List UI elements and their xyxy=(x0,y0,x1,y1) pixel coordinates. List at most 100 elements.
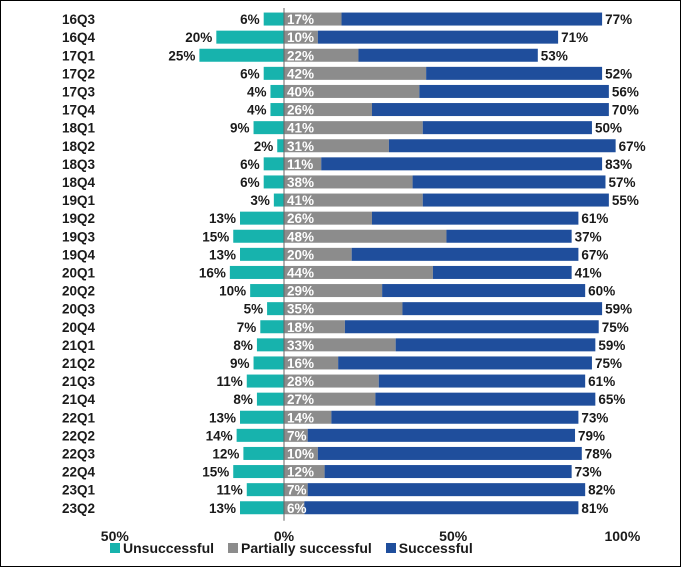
label-partially-successful-16q3: 17% xyxy=(287,12,314,27)
bar-partially-successful-17q2 xyxy=(284,66,427,80)
label-unsuccessful-16q4: 20% xyxy=(185,30,212,45)
label-partially-successful-19q2: 26% xyxy=(287,211,314,226)
bar-partially-successful-17q3 xyxy=(284,84,420,98)
label-unsuccessful-19q3: 15% xyxy=(202,229,229,244)
bar-successful-20q1 xyxy=(432,265,572,279)
bar-successful-18q4 xyxy=(412,175,606,189)
x-tick-label: 0% xyxy=(274,528,295,544)
bar-successful-20q4 xyxy=(344,320,599,334)
bar-unsuccessful-18q3 xyxy=(263,157,284,171)
bar-partially-successful-19q4 xyxy=(284,247,352,261)
category-label-16q4: 16Q4 xyxy=(62,30,96,45)
label-successful-19q1: 55% xyxy=(612,193,639,208)
bar-successful-22q1 xyxy=(331,410,579,424)
label-unsuccessful-18q3: 6% xyxy=(240,157,260,172)
label-successful-20q3: 59% xyxy=(605,302,632,317)
category-label-21q4: 21Q4 xyxy=(62,392,96,407)
bar-unsuccessful-21q3 xyxy=(246,374,284,388)
bar-partially-successful-19q1 xyxy=(284,193,423,207)
category-label-17q3: 17Q3 xyxy=(62,84,96,99)
bar-successful-22q3 xyxy=(317,446,582,460)
label-unsuccessful-20q3: 5% xyxy=(244,302,264,317)
label-successful-22q2: 79% xyxy=(578,428,605,443)
bar-unsuccessful-17q4 xyxy=(270,103,284,117)
x-tick-label: 50% xyxy=(101,528,130,544)
bar-partially-successful-23q2 xyxy=(284,501,305,515)
category-label-19q2: 19Q2 xyxy=(62,211,95,226)
label-partially-successful-17q1: 22% xyxy=(287,48,314,63)
bar-successful-17q4 xyxy=(371,103,609,117)
bar-partially-successful-17q1 xyxy=(284,48,359,62)
category-label-18q3: 18Q3 xyxy=(62,157,96,172)
bar-unsuccessful-23q2 xyxy=(240,501,284,515)
label-partially-successful-17q2: 42% xyxy=(287,66,314,81)
label-partially-successful-20q3: 35% xyxy=(287,302,314,317)
label-unsuccessful-21q4: 8% xyxy=(233,392,253,407)
label-unsuccessful-21q2: 9% xyxy=(230,356,250,371)
legend-label-unsuccessful: Unsuccessful xyxy=(123,540,215,556)
bar-successful-18q3 xyxy=(321,157,603,171)
label-successful-23q2: 81% xyxy=(581,501,608,516)
category-label-22q1: 22Q1 xyxy=(62,410,96,425)
label-unsuccessful-20q4: 7% xyxy=(237,320,257,335)
label-unsuccessful-19q4: 13% xyxy=(209,247,236,262)
bar-successful-22q2 xyxy=(307,428,576,442)
category-label-19q1: 19Q1 xyxy=(62,193,96,208)
label-unsuccessful-21q1: 8% xyxy=(233,338,253,353)
label-partially-successful-19q1: 41% xyxy=(287,193,314,208)
label-unsuccessful-22q1: 13% xyxy=(209,410,236,425)
label-successful-18q3: 83% xyxy=(605,157,632,172)
bar-unsuccessful-21q1 xyxy=(256,338,284,352)
label-successful-17q3: 56% xyxy=(612,84,639,99)
category-label-19q4: 19Q4 xyxy=(62,247,96,262)
category-label-17q4: 17Q4 xyxy=(62,103,96,118)
bar-unsuccessful-20q1 xyxy=(229,265,284,279)
legend: Unsuccessful Partially successful Succes… xyxy=(110,540,487,556)
bar-successful-18q2 xyxy=(388,139,616,153)
bar-partially-successful-20q4 xyxy=(284,320,345,334)
bar-partially-successful-22q2 xyxy=(284,428,308,442)
label-partially-successful-19q3: 48% xyxy=(287,229,314,244)
label-unsuccessful-19q2: 13% xyxy=(209,211,236,226)
bar-successful-19q2 xyxy=(371,211,579,225)
label-successful-16q4: 71% xyxy=(561,30,588,45)
bar-successful-21q2 xyxy=(338,356,592,370)
label-successful-20q4: 75% xyxy=(602,320,629,335)
bar-unsuccessful-19q2 xyxy=(240,211,284,225)
label-partially-successful-20q2: 29% xyxy=(287,284,314,299)
bar-successful-19q1 xyxy=(422,193,609,207)
bar-unsuccessful-22q2 xyxy=(236,428,284,442)
x-tick-label: 50% xyxy=(439,528,468,544)
category-label-23q2: 23Q2 xyxy=(62,501,95,516)
label-successful-18q1: 50% xyxy=(595,121,622,136)
label-successful-16q3: 77% xyxy=(605,12,632,27)
label-partially-successful-18q1: 41% xyxy=(287,121,314,136)
category-label-23q1: 23Q1 xyxy=(62,483,96,498)
bar-partially-successful-17q4 xyxy=(284,103,372,117)
bar-successful-21q3 xyxy=(378,374,586,388)
label-successful-21q2: 75% xyxy=(595,356,622,371)
category-label-18q4: 18Q4 xyxy=(62,175,96,190)
label-partially-successful-17q3: 40% xyxy=(287,84,314,99)
legend-item-partially-successful: Partially successful xyxy=(228,540,372,556)
bar-partially-successful-19q3 xyxy=(284,229,447,243)
bar-unsuccessful-22q3 xyxy=(243,446,284,460)
label-successful-21q4: 65% xyxy=(598,392,625,407)
category-label-20q2: 20Q2 xyxy=(62,284,95,299)
label-successful-19q4: 67% xyxy=(581,247,608,262)
label-partially-successful-18q4: 38% xyxy=(287,175,314,190)
bar-successful-22q4 xyxy=(324,465,572,479)
label-partially-successful-22q2: 7% xyxy=(287,428,307,443)
category-label-21q2: 21Q2 xyxy=(62,356,95,371)
label-partially-successful-16q4: 10% xyxy=(287,30,314,45)
label-successful-21q1: 59% xyxy=(598,338,625,353)
label-successful-22q3: 78% xyxy=(585,446,612,461)
label-unsuccessful-23q1: 11% xyxy=(216,483,242,498)
bar-successful-19q4 xyxy=(351,247,579,261)
label-layer: 16Q3 6% 17% 77% 16Q4 20% 10% 71% 17Q1 25% 22% 53% 17… xyxy=(62,12,646,516)
bar-unsuccessful-17q3 xyxy=(270,84,284,98)
bar-successful-21q4 xyxy=(375,392,596,406)
bar-unsuccessful-18q2 xyxy=(277,139,284,153)
bar-partially-successful-21q2 xyxy=(284,356,339,370)
